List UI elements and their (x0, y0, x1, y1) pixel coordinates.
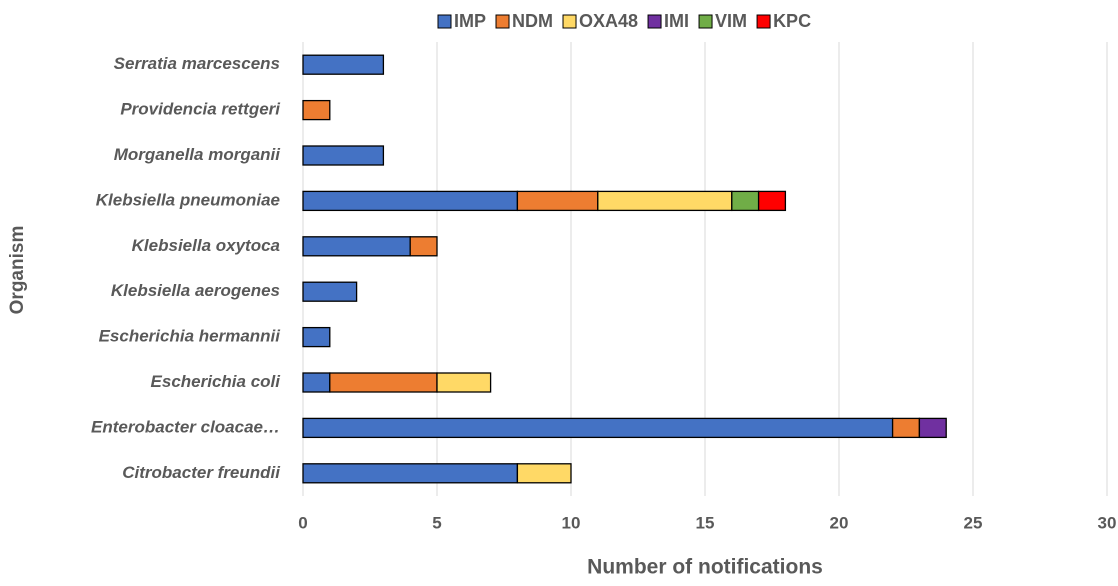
bar-segment (757, 190, 787, 212)
y-tick-label: Citrobacter freundii (122, 463, 281, 482)
legend-label: KPC (773, 11, 811, 31)
bar-segment (516, 190, 599, 212)
y-tick-label: Enterobacter cloacae… (91, 417, 280, 436)
bar-segment (731, 190, 760, 212)
bar-segment (302, 54, 385, 75)
legend-label: IMP (454, 11, 486, 31)
x-tick-label: 30 (1098, 513, 1117, 532)
bar-segment (302, 417, 894, 439)
legend-swatch (437, 14, 452, 29)
legend-label: OXA48 (579, 11, 638, 31)
bar-segment (597, 190, 733, 212)
bar-segment (302, 236, 411, 257)
legend-swatch (647, 14, 662, 29)
y-tick-label: Klebsiella aerogenes (111, 281, 280, 300)
bar-segment (302, 99, 331, 121)
bar-segment (302, 326, 331, 348)
x-tick-label: 25 (964, 513, 983, 532)
bar-segment (329, 372, 438, 393)
x-axis-title: Number of notifications (587, 556, 823, 579)
legend-swatch (495, 14, 510, 29)
bar-segment (436, 372, 492, 393)
bar-segment (891, 417, 921, 439)
bar-segment (302, 190, 519, 212)
bar-segment (516, 463, 572, 484)
bar-segment (918, 417, 947, 439)
bar-segment (302, 372, 331, 393)
y-tick-label: Klebsiella pneumoniae (96, 190, 280, 209)
x-tick-label: 20 (830, 513, 849, 532)
bar-segment (302, 145, 385, 166)
legend-swatch (698, 14, 713, 29)
y-tick-label: Morganella morganii (114, 145, 282, 164)
legend-label: NDM (512, 11, 553, 31)
bar-segment (302, 463, 519, 484)
bar-segment (302, 281, 358, 302)
y-axis-title: Organism (7, 226, 28, 315)
y-tick-label: Klebsiella oxytoca (132, 236, 280, 255)
y-tick-label: Escherichia coli (151, 372, 282, 391)
legend-label: IMI (664, 11, 689, 31)
legend-swatch (756, 14, 771, 29)
x-tick-label: 15 (696, 513, 715, 532)
legend-swatch (562, 14, 577, 29)
x-tick-label: 0 (298, 513, 307, 532)
y-tick-label: Escherichia hermannii (99, 327, 282, 346)
y-tick-label: Serratia marcescens (114, 54, 280, 73)
y-tick-label: Providencia rettgeri (120, 100, 281, 119)
x-tick-label: 5 (432, 513, 441, 532)
x-tick-label: 10 (562, 513, 581, 532)
legend-label: VIM (715, 11, 747, 31)
bar-segment (409, 236, 438, 257)
